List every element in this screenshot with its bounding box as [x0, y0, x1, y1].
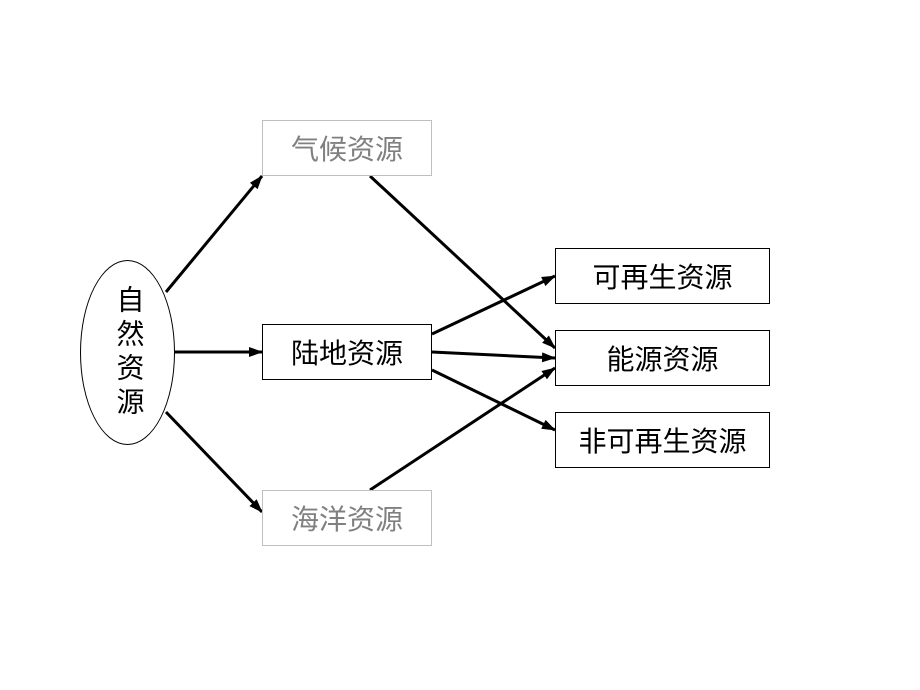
node-renewable-label: 可再生资源 — [592, 256, 732, 296]
node-climate-label: 气候资源 — [291, 128, 403, 168]
node-nonrenewable-label: 非可再生资源 — [578, 420, 746, 460]
node-energy-label: 能源资源 — [606, 338, 718, 378]
node-ocean-label: 海洋资源 — [291, 498, 403, 538]
diagram-canvas: 自然资源 气候资源 陆地资源 海洋资源 可再生资源 能源资源 非可再生资源 — [0, 0, 920, 690]
node-renewable: 可再生资源 — [555, 248, 770, 304]
node-land: 陆地资源 — [262, 324, 432, 380]
node-root-label: 自然资源 — [108, 285, 148, 421]
edge-root-to-ocean — [166, 412, 262, 512]
edge-climate-to-energy — [370, 176, 555, 348]
edge-root-to-climate — [166, 176, 262, 292]
edge-land-to-nonrenewable — [432, 370, 555, 430]
node-land-label: 陆地资源 — [291, 332, 403, 372]
node-ocean: 海洋资源 — [262, 490, 432, 546]
node-climate: 气候资源 — [262, 120, 432, 176]
edge-land-to-energy — [432, 352, 555, 358]
edge-ocean-to-energy — [370, 368, 555, 490]
node-energy: 能源资源 — [555, 330, 770, 386]
edge-land-to-renewable — [432, 276, 555, 334]
node-root: 自然资源 — [80, 260, 175, 445]
node-nonrenewable: 非可再生资源 — [555, 412, 770, 468]
